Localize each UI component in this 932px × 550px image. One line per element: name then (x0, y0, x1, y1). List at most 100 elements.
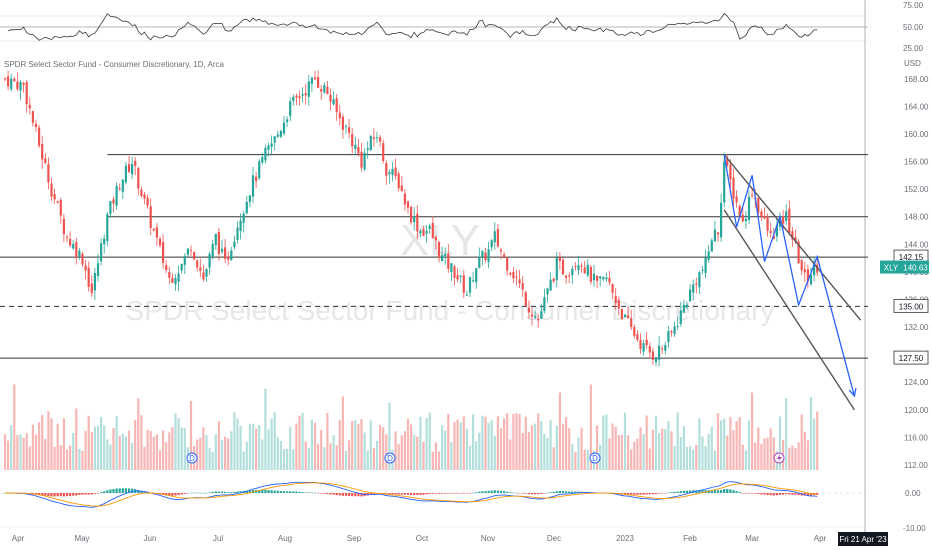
candle-body (90, 283, 93, 294)
volume-bar (623, 412, 627, 470)
candle-body (496, 228, 499, 247)
macd-histogram-bar (307, 492, 310, 493)
macd-histogram-bar (388, 493, 391, 495)
candle-body (521, 283, 524, 290)
candle-body (744, 218, 747, 222)
macd-histogram-bar (38, 493, 41, 496)
candle-body (441, 255, 444, 262)
macd-histogram-bar (217, 491, 220, 493)
volume-bar (757, 427, 760, 470)
candle-body (186, 248, 189, 255)
rsi-series-line (7, 12, 818, 41)
macd-histogram-bar (636, 493, 639, 495)
macd-histogram-bar (131, 488, 134, 493)
candle-body (93, 273, 96, 291)
volume-bar (701, 436, 704, 470)
volume-bar (143, 446, 146, 470)
candle-body (673, 326, 676, 335)
candle-body (760, 211, 763, 217)
volume-bar (245, 441, 248, 470)
candle-body (503, 254, 506, 257)
volume-bar (611, 423, 614, 470)
candle-body (233, 241, 236, 248)
macd-histogram-bar (78, 493, 81, 495)
macd-histogram-bar (806, 493, 809, 496)
macd-histogram-bar (406, 493, 410, 495)
volume-bar (518, 414, 521, 470)
candle-body (341, 116, 344, 130)
macd-histogram-bar (496, 490, 499, 493)
volume-bar (515, 413, 518, 470)
volume-bar (298, 415, 301, 470)
candle-body (100, 243, 103, 262)
volume-bar (344, 451, 348, 470)
volume-bar (258, 425, 261, 470)
candle-body (214, 234, 217, 246)
level-tag-label: 142.15 (899, 253, 924, 262)
candle-body (255, 176, 258, 181)
volume-bar (809, 396, 813, 470)
volume-bar (577, 437, 580, 470)
candle-body (286, 119, 289, 122)
macd-histogram-bar (565, 491, 568, 493)
candle-body (419, 231, 422, 234)
time-tick-label: Apr (12, 534, 25, 543)
volume-bar (527, 432, 530, 470)
volume-bar (555, 425, 558, 470)
macd-histogram-bar (397, 493, 400, 495)
volume-bar (425, 417, 428, 470)
volume-bar (109, 444, 112, 470)
volume-bar (248, 423, 251, 470)
macd-histogram-bar (450, 493, 453, 494)
macd-histogram-bar (670, 492, 673, 493)
candle-body (568, 275, 571, 277)
volume-bar (87, 415, 90, 470)
earnings-lightning-icon[interactable] (773, 452, 785, 464)
macd-histogram-bar (720, 489, 723, 493)
candle-body (335, 98, 338, 113)
macd-histogram-bar (84, 493, 87, 495)
candle-body (177, 273, 180, 282)
candle-body (363, 152, 366, 170)
macd-histogram-bar (180, 493, 183, 495)
volume-bar (571, 444, 574, 470)
volume-bar (366, 450, 369, 470)
candle-body (530, 314, 534, 317)
volume-bar (496, 416, 499, 470)
macd-histogram-bar (716, 490, 720, 493)
volume-bar (645, 415, 648, 470)
volume-bar (174, 413, 177, 470)
volume-bar (202, 427, 205, 470)
volume-bar (648, 448, 651, 470)
macd-histogram-bar (778, 493, 782, 495)
macd-histogram-bar (558, 490, 561, 493)
candle-body (78, 250, 81, 257)
volume-bar (304, 441, 307, 470)
volume-bar (574, 451, 577, 470)
candle-body (639, 339, 642, 349)
candle-body (667, 331, 670, 343)
candle-body (3, 78, 7, 80)
candle-body (534, 315, 537, 318)
volume-bar (444, 430, 447, 470)
macd-histogram-bar (571, 491, 574, 493)
dividend-marker-label: D (592, 454, 598, 463)
macd-histogram-bar (509, 492, 512, 493)
macd-histogram-bar (69, 493, 72, 497)
candle-body (348, 127, 351, 133)
macd-histogram-bar (478, 491, 481, 493)
macd-line (4, 481, 818, 508)
volume-bar (661, 428, 664, 470)
candle-body (397, 173, 400, 189)
candle-body (785, 211, 788, 221)
macd-histogram-bar (803, 493, 806, 496)
candle-body (524, 292, 527, 306)
macd-histogram-bar (93, 493, 96, 494)
candle-body (589, 267, 592, 282)
macd-histogram-bar (410, 493, 413, 496)
volume-bar (741, 444, 744, 470)
candle-body (65, 237, 69, 239)
candle-body (549, 279, 552, 291)
time-tick-label: Nov (481, 534, 495, 543)
